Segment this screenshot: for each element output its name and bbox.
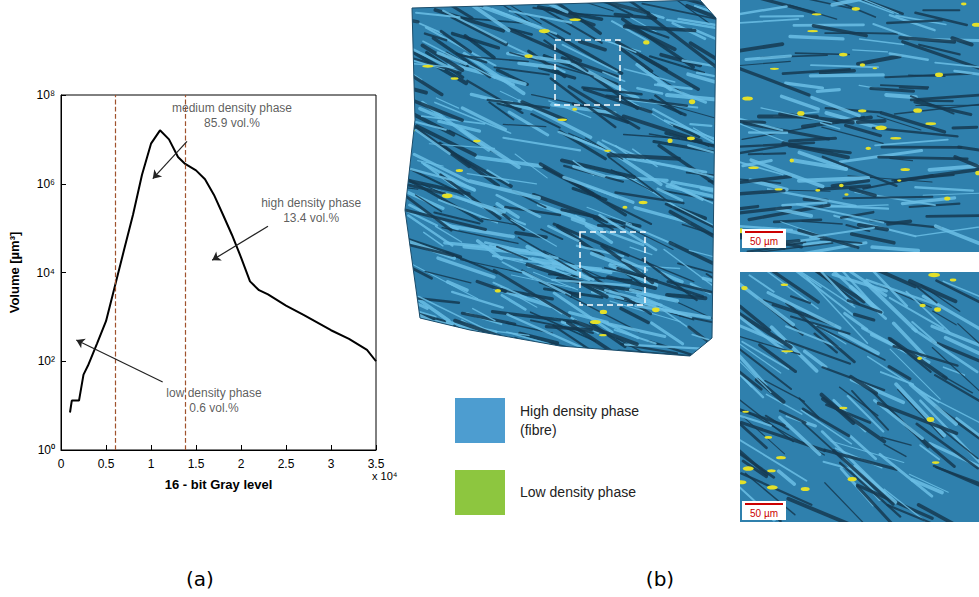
svg-text:10⁴: 10⁴ xyxy=(36,266,55,280)
svg-text:(fibre): (fibre) xyxy=(520,422,557,438)
svg-text:16 - bit Gray level: 16 - bit Gray level xyxy=(165,477,273,492)
svg-text:2.5: 2.5 xyxy=(278,457,295,471)
svg-text:50 µm: 50 µm xyxy=(750,508,778,519)
svg-text:medium density phase: medium density phase xyxy=(172,101,292,115)
svg-text:(a): (a) xyxy=(186,567,214,591)
svg-text:0: 0 xyxy=(58,457,65,471)
svg-text:10⁰: 10⁰ xyxy=(38,443,55,457)
svg-text:1: 1 xyxy=(148,457,155,471)
svg-text:10²: 10² xyxy=(38,354,55,368)
svg-text:13.4 vol.%: 13.4 vol.% xyxy=(283,211,339,225)
svg-text:high density phase: high density phase xyxy=(261,196,361,210)
svg-text:1.5: 1.5 xyxy=(188,457,205,471)
svg-text:3.5: 3.5 xyxy=(368,457,385,471)
svg-text:10⁶: 10⁶ xyxy=(37,177,55,191)
svg-text:85.9 vol.%: 85.9 vol.% xyxy=(204,116,260,130)
svg-text:High density phase: High density phase xyxy=(520,403,639,419)
svg-text:10⁸: 10⁸ xyxy=(37,88,55,102)
svg-text:Volume [µm³]: Volume [µm³] xyxy=(7,232,22,314)
svg-text:x 10⁴: x 10⁴ xyxy=(372,470,398,482)
svg-text:low density phase: low density phase xyxy=(166,386,262,400)
svg-text:0.6 vol.%: 0.6 vol.% xyxy=(189,401,239,415)
svg-text:Low density phase: Low density phase xyxy=(520,484,636,500)
svg-text:0.5: 0.5 xyxy=(98,457,115,471)
svg-text:3: 3 xyxy=(328,457,335,471)
svg-text:50 µm: 50 µm xyxy=(750,236,778,247)
svg-text:2: 2 xyxy=(238,457,245,471)
svg-text:(b): (b) xyxy=(646,567,674,591)
